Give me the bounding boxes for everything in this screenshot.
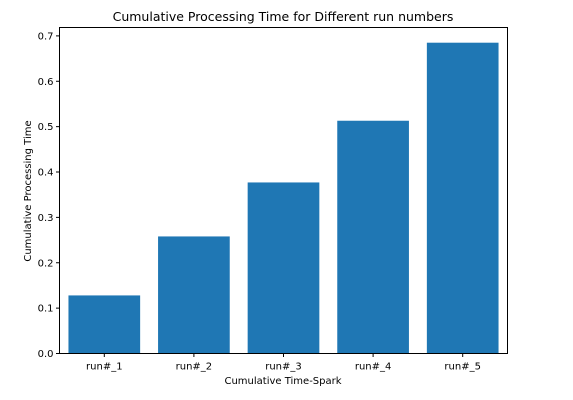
- bar-run#_2: [158, 236, 230, 354]
- x-axis-ticks: run#_1 run#_2 run#_3 run#_4 run#_5: [86, 353, 481, 373]
- y-axis-label: Cumulative Processing Time: [23, 120, 34, 261]
- y-tick-label: 0.6: [38, 77, 54, 88]
- x-tick-label: run#_3: [265, 362, 302, 373]
- bars-group: [68, 42, 499, 354]
- bar-run#_3: [247, 182, 320, 354]
- x-tick-label: run#_2: [176, 362, 213, 373]
- x-tick-label: run#_5: [444, 362, 481, 373]
- bar-run#_4: [337, 120, 409, 354]
- y-tick-label: 0.4: [38, 168, 54, 179]
- x-tick-label: run#_1: [86, 362, 123, 373]
- y-tick-label: 0.3: [38, 213, 54, 224]
- chart-title: Cumulative Processing Time for Different…: [113, 9, 454, 24]
- x-axis-label: Cumulative Time-Spark: [224, 376, 341, 387]
- y-tick-label: 0.2: [38, 258, 54, 269]
- bar-run#_5: [426, 42, 499, 354]
- bar-run#_1: [68, 295, 141, 354]
- y-tick-label: 0.1: [38, 304, 54, 315]
- y-tick-label: 0.0: [38, 349, 54, 360]
- x-tick-label: run#_4: [355, 362, 392, 373]
- y-tick-label: 0.5: [38, 122, 54, 133]
- y-tick-label: 0.7: [38, 31, 54, 42]
- plot-frame: [59, 27, 508, 354]
- y-axis-ticks: 0.0 0.1 0.2 0.3 0.4 0.5 0.6 0.7: [38, 31, 60, 360]
